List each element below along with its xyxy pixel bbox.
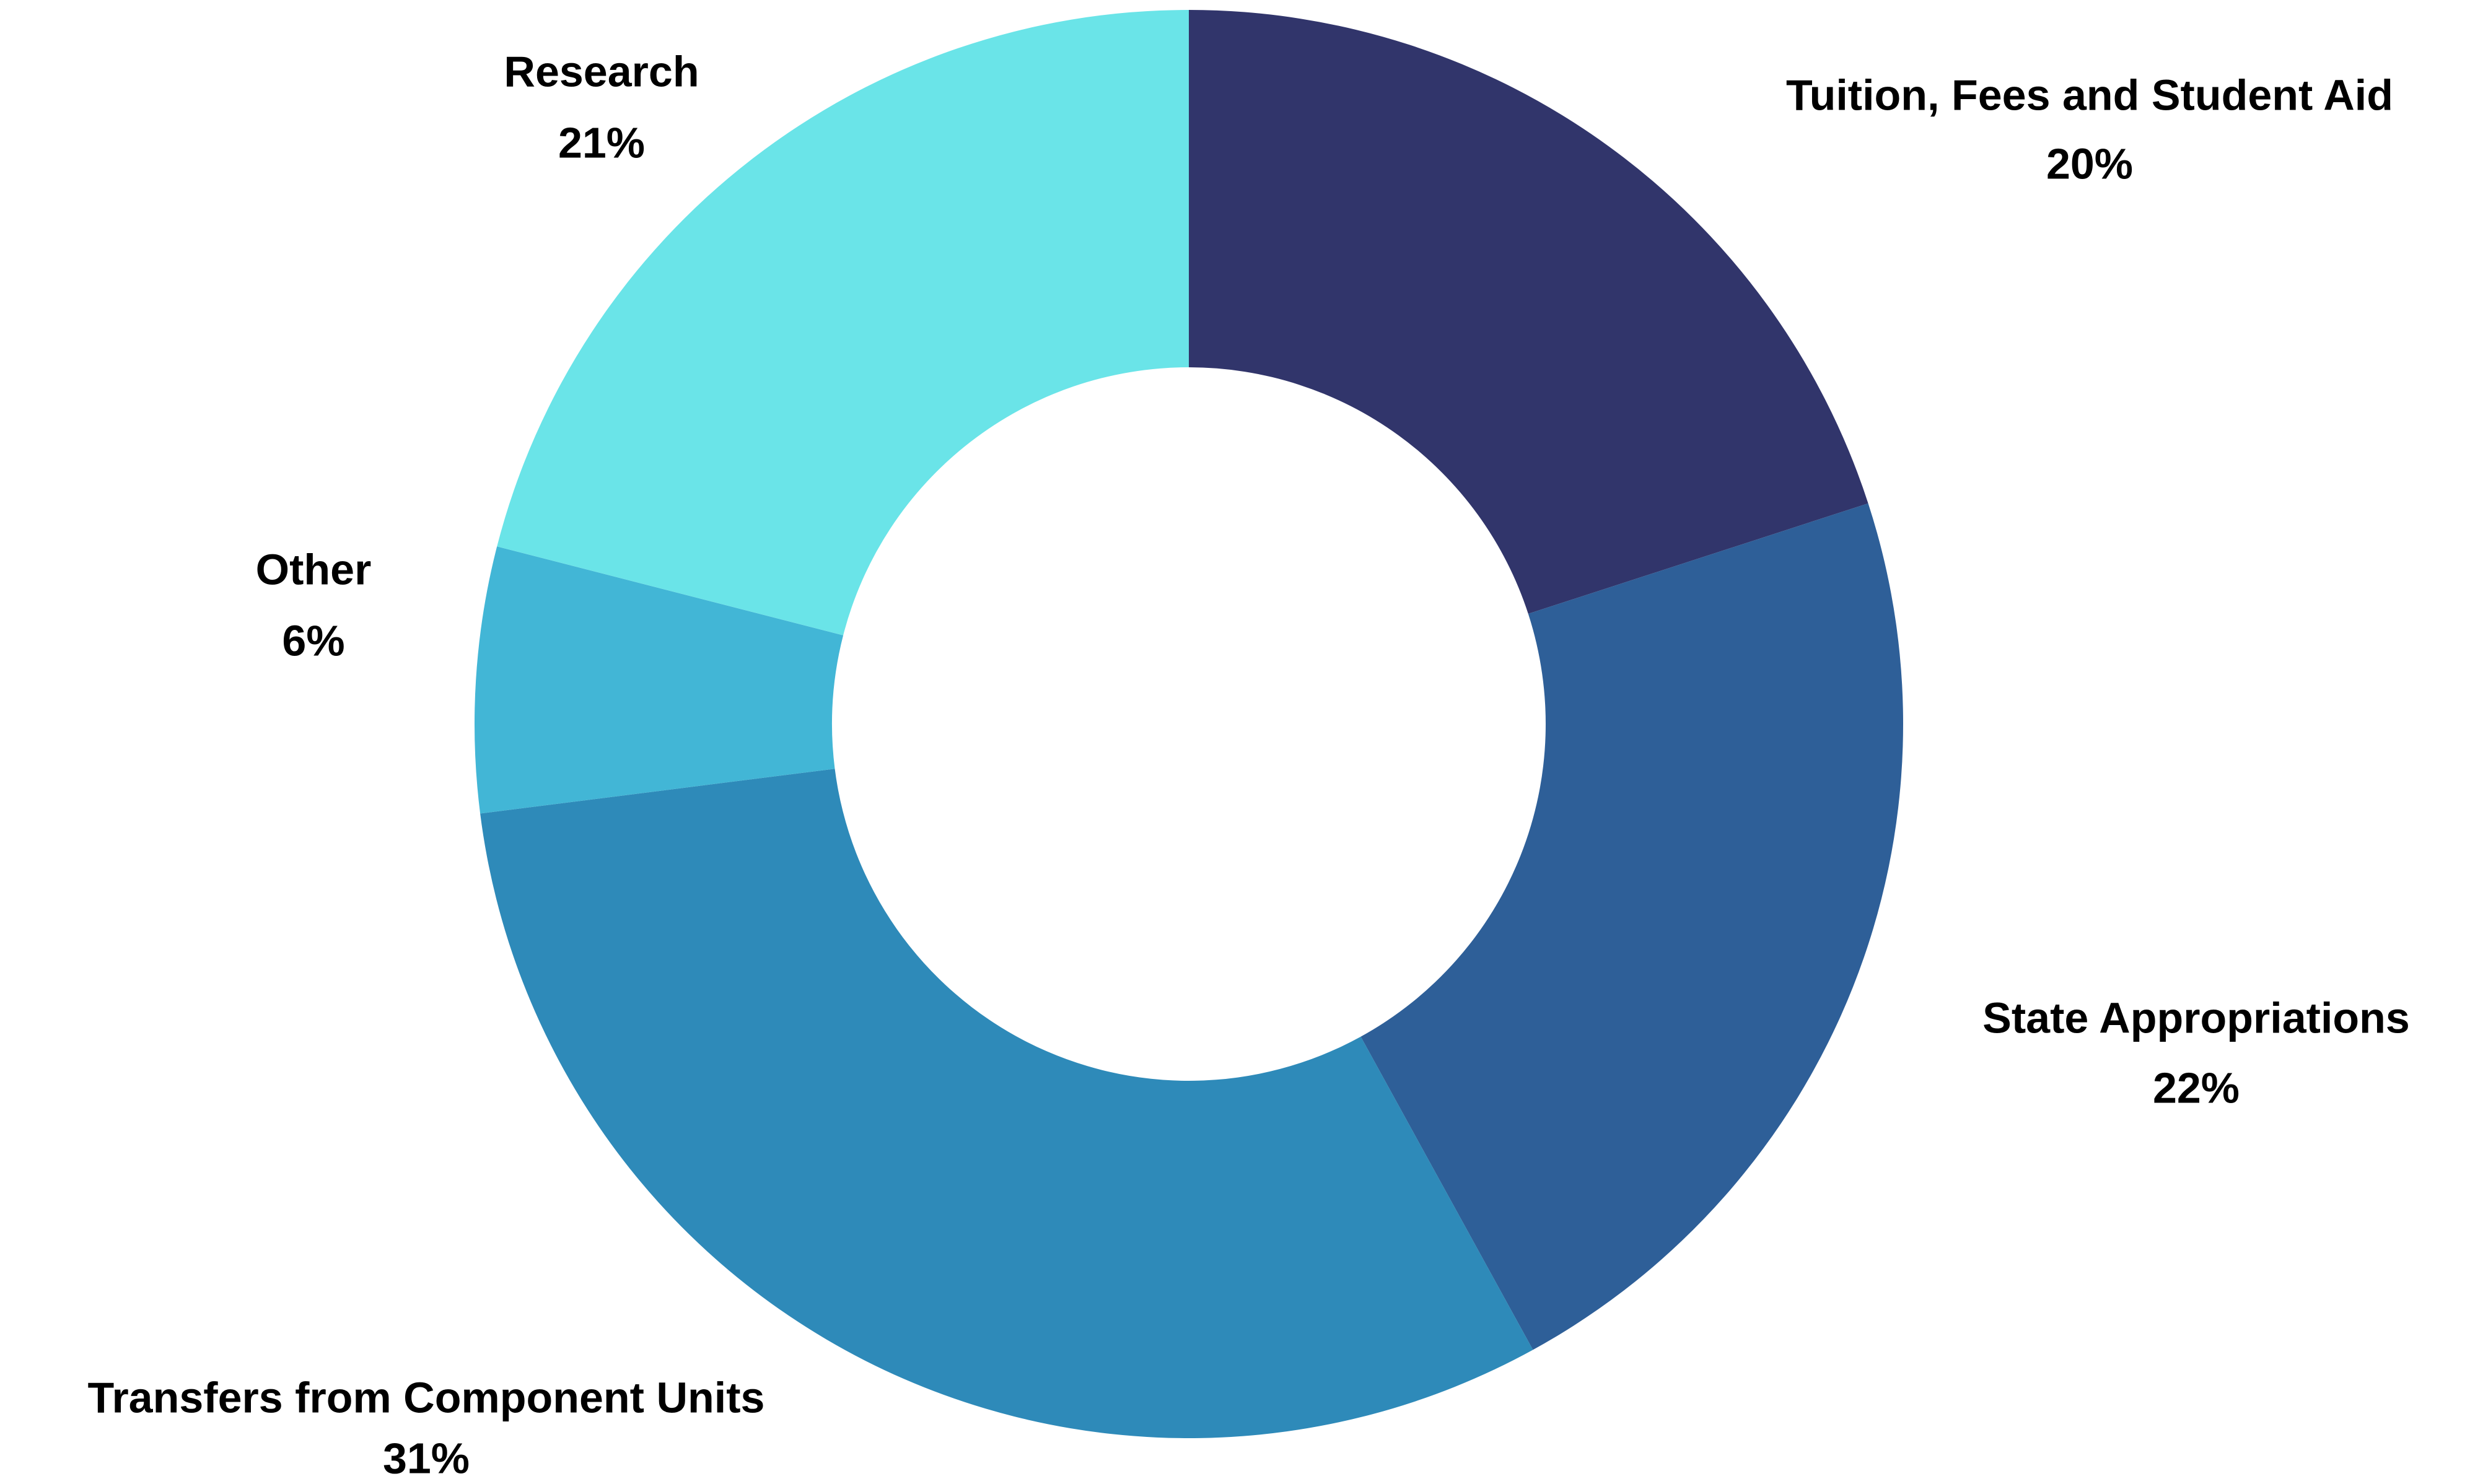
slice [475,546,844,814]
slice-label: Research [504,47,699,95]
slice [1360,503,1903,1350]
slice [1189,10,1868,614]
slice-label: State Appropriations [1982,993,2410,1042]
slice-label: Tuition, Fees and Student Aid [1786,71,2393,119]
slice-label: Other [256,545,372,593]
slice-label: Transfers from Component Units [88,1373,765,1421]
slice-value-label: 31% [383,1434,470,1482]
slice-value-label: 22% [2153,1063,2240,1112]
slice-value-label: 6% [282,616,344,665]
slice [497,10,1189,635]
slice-value-label: 21% [558,118,645,167]
slice [480,769,1533,1439]
slice-value-label: 20% [2046,139,2133,188]
